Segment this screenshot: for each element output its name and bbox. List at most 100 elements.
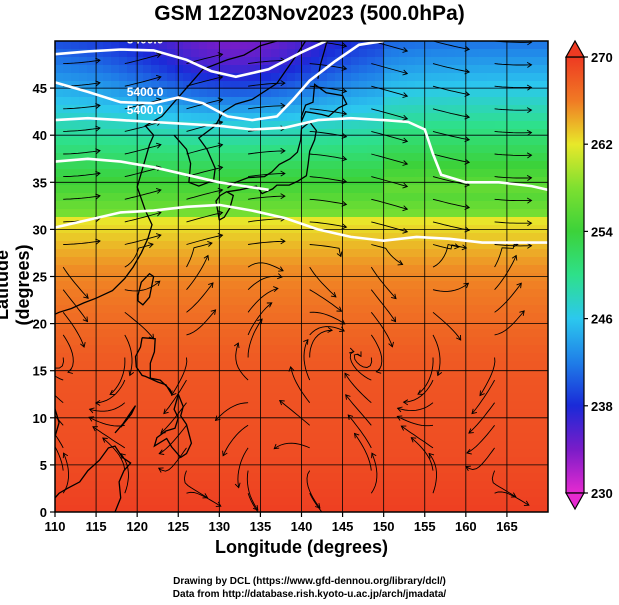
- height-contour-5600: [55, 157, 269, 192]
- coastline-segment: [137, 272, 155, 306]
- streamline: [248, 173, 285, 178]
- streamline: [309, 176, 347, 183]
- streamline: [62, 452, 69, 494]
- colorbar-max-arrow: [564, 39, 586, 58]
- streamline-arrow: [95, 102, 101, 109]
- streamline: [370, 453, 378, 494]
- streamline: [371, 221, 408, 233]
- streamline: [432, 63, 470, 73]
- streamline-arrow: [347, 414, 354, 420]
- height-contour-5800: [55, 203, 548, 244]
- streamline-arrow: [402, 160, 409, 166]
- streamline: [109, 357, 126, 395]
- streamline-arrow: [341, 200, 348, 207]
- streamline: [309, 108, 347, 115]
- streamline-arrow: [375, 367, 382, 374]
- y-tick-label: 5: [40, 458, 47, 473]
- streamline: [494, 153, 532, 156]
- streamline-arrow: [527, 41, 533, 46]
- streamline-arrow: [400, 425, 407, 431]
- streamline-arrow: [390, 316, 397, 323]
- colorbar-bar: [565, 56, 585, 494]
- streamline-arrow: [471, 408, 478, 415]
- streamline: [163, 379, 187, 414]
- streamline-arrow: [280, 102, 286, 109]
- streamline-arrow: [526, 197, 533, 204]
- x-tick-label: 120: [126, 519, 148, 534]
- streamline-arrow: [171, 390, 177, 396]
- streamline: [248, 105, 285, 110]
- streamline: [370, 266, 397, 299]
- streamline: [494, 85, 532, 89]
- streamline-arrow: [456, 334, 462, 341]
- streamline: [371, 130, 408, 142]
- colorbar-tick-label: 254: [591, 224, 613, 239]
- streamline-arrow: [526, 62, 533, 68]
- streamline-arrow: [356, 351, 362, 358]
- colorbar-tick-label: 262: [591, 137, 613, 152]
- streamline: [371, 176, 408, 188]
- streamline: [466, 425, 495, 454]
- streamline-arrow: [95, 148, 101, 155]
- streamline-arrow: [463, 282, 470, 289]
- streamline: [494, 244, 532, 247]
- streamline: [471, 379, 495, 414]
- streamline: [309, 311, 346, 325]
- colorbar-tick-label: 246: [591, 312, 613, 327]
- streamline-arrow: [436, 370, 443, 377]
- streamline: [102, 437, 126, 471]
- streamline: [124, 76, 162, 87]
- streamline-arrow: [353, 432, 360, 439]
- streamline-arrow: [155, 142, 162, 149]
- streamline: [309, 221, 347, 228]
- streamline: [124, 280, 161, 292]
- streamline: [63, 150, 101, 155]
- streamline-arrow: [157, 467, 164, 473]
- streamline-arrow: [344, 372, 350, 379]
- streamline: [371, 108, 408, 120]
- streamline: [248, 150, 285, 155]
- streamline-arrow: [461, 244, 468, 251]
- streamline-arrow: [410, 437, 417, 443]
- height-contours: 5400.0 5400.0 5400.0: [55, 41, 548, 244]
- streamline-arrow: [47, 433, 52, 438]
- streamline: [63, 172, 101, 178]
- streamline: [158, 425, 187, 455]
- coastline-segment: [55, 134, 155, 315]
- streamline: [432, 153, 470, 163]
- streamline-arrow: [148, 242, 154, 249]
- y-tick-label: 40: [33, 128, 47, 143]
- colorbar-tick-label: 230: [591, 486, 613, 501]
- x-tick-label: 115: [86, 519, 107, 534]
- y-tick-label: 45: [33, 81, 47, 96]
- streamline: [235, 342, 249, 381]
- streamline-arrow: [203, 254, 210, 261]
- streamline-arrow: [341, 87, 348, 94]
- streamline: [494, 108, 532, 111]
- streamline: [186, 491, 222, 507]
- streamline: [186, 41, 189, 42]
- x-tick-label: 140: [291, 519, 313, 534]
- streamline: [370, 312, 393, 347]
- streamline-arrow: [278, 399, 285, 406]
- height-contour-5400: [55, 41, 384, 122]
- streamline-arrow: [396, 415, 403, 421]
- coastline-segment: [300, 83, 348, 122]
- streamline-arrow: [479, 390, 485, 397]
- colorbar: 230 238 246 254 262 270: [564, 39, 613, 511]
- streamline: [370, 334, 383, 373]
- streamline: [247, 318, 263, 358]
- streamline: [186, 189, 223, 200]
- streamline-arrow: [280, 238, 286, 245]
- streamline-arrow: [88, 407, 95, 414]
- streamline-arrow: [156, 30, 161, 35]
- streamline: [62, 289, 88, 322]
- streamline-arrow: [511, 254, 518, 261]
- colorbar-tick-label: 238: [591, 399, 613, 414]
- streamline: [349, 351, 372, 381]
- streamline: [403, 379, 434, 403]
- streamline-arrow: [280, 193, 286, 200]
- streamline-arrow: [62, 452, 69, 459]
- streamline-arrow: [348, 347, 355, 354]
- streamline: [494, 198, 532, 202]
